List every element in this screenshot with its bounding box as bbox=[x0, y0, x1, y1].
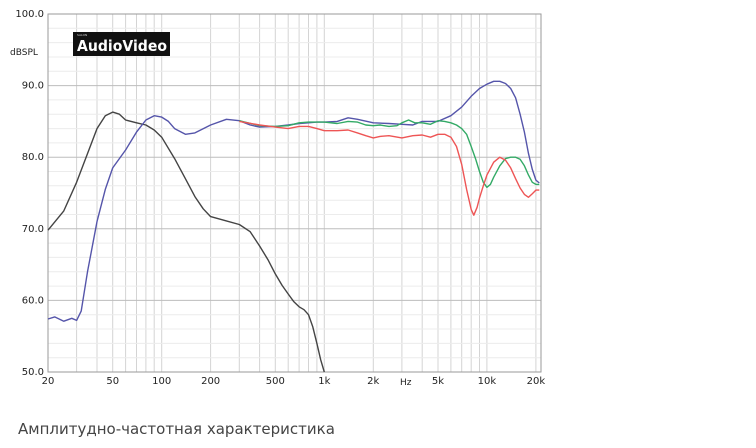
x-tick-labels: 20 50 100 200 500 1k 2k 5k 10k 20k bbox=[42, 376, 546, 387]
chart-caption: Амплитудно-частотная характеристика bbox=[18, 420, 335, 438]
x-tick-label: 50 bbox=[106, 376, 119, 387]
plot-frame bbox=[47, 13, 542, 373]
y-tick-label: 50.0 bbox=[22, 367, 44, 378]
x-tick-label: 20 bbox=[42, 376, 55, 387]
series-line-1 bbox=[47, 111, 325, 373]
y-tick-label: 80.0 bbox=[22, 152, 44, 163]
frequency-response-chart: 50.0 60.0 70.0 80.0 90.0 100.0 20 50 100 200 500 1… bbox=[0, 0, 756, 410]
y-tick-label: 100.0 bbox=[15, 9, 44, 20]
x-tick-label: 5k bbox=[432, 376, 444, 387]
x-tick-label: 500 bbox=[266, 376, 285, 387]
svg-text:SALON: SALON bbox=[77, 33, 87, 37]
plot-background bbox=[0, 0, 756, 410]
x-unit-label: Hz bbox=[400, 378, 412, 388]
audiovideo-logo: SALON AudioVideo bbox=[73, 32, 170, 56]
x-tick-label: 1k bbox=[318, 376, 330, 387]
y-tick-labels: 50.0 60.0 70.0 80.0 90.0 100.0 bbox=[15, 9, 44, 378]
series-group bbox=[47, 80, 540, 373]
x-tick-label: 2k bbox=[367, 376, 379, 387]
y-tick-label: 60.0 bbox=[22, 295, 44, 306]
x-tick-label: 100 bbox=[152, 376, 171, 387]
series-line-3 bbox=[239, 119, 540, 188]
x-tick-label: 20k bbox=[527, 376, 546, 387]
grid bbox=[48, 13, 541, 373]
x-tick-label: 10k bbox=[478, 376, 497, 387]
y-tick-label: 70.0 bbox=[22, 224, 44, 235]
y-axis-label: dBSPL bbox=[10, 48, 38, 58]
svg-text:AudioVideo: AudioVideo bbox=[77, 37, 167, 55]
series-line-4 bbox=[239, 120, 540, 216]
y-tick-label: 90.0 bbox=[22, 81, 44, 92]
x-tick-label: 200 bbox=[201, 376, 220, 387]
